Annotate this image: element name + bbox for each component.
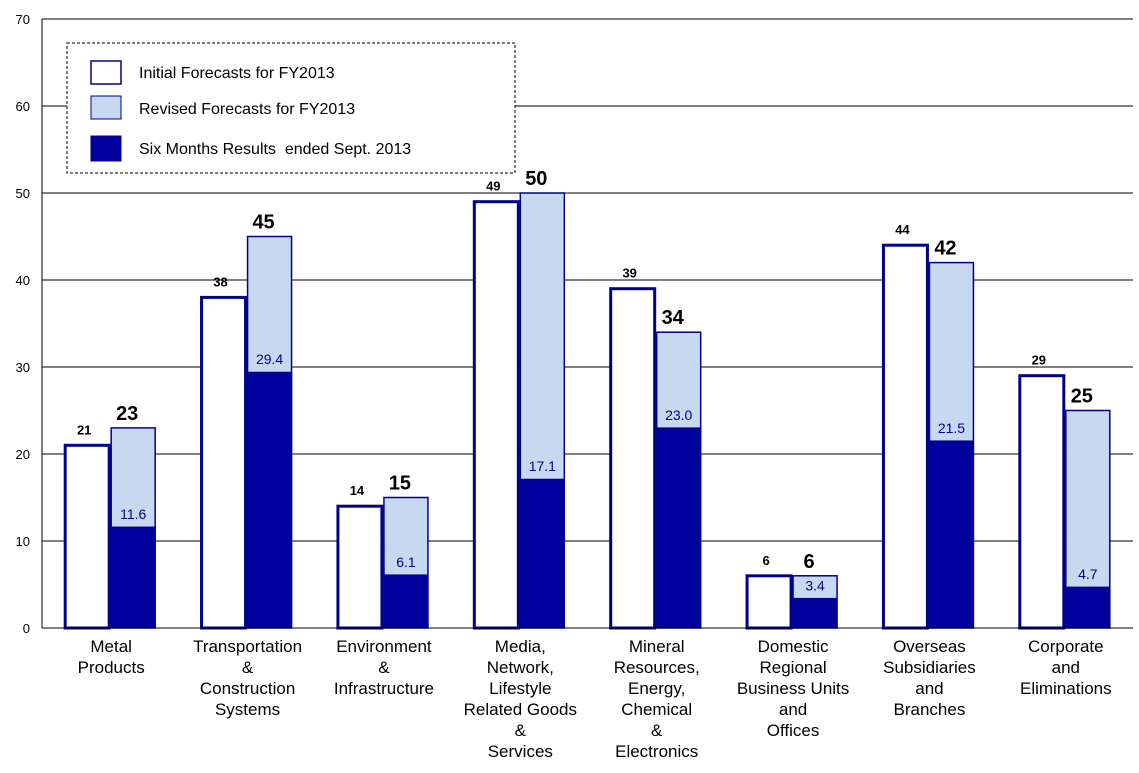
data-label-six-months-2: 6.1 (396, 554, 416, 570)
data-label-six-months-1: 29.4 (256, 351, 283, 367)
data-label-initial-0: 21 (77, 422, 91, 437)
data-label-revised-0: 23 (116, 403, 138, 425)
category-label-1-2: Construction (200, 679, 295, 698)
category-label-0-1: Products (78, 658, 145, 677)
data-label-six-months-5: 3.4 (805, 577, 825, 593)
category-label-6-2: and (915, 679, 943, 698)
legend: Initial Forecasts for FY2013 Revised For… (66, 42, 516, 174)
category-label-3-5: Services (488, 742, 553, 761)
bar-initial-6 (881, 243, 929, 630)
category-label-3-4: & (515, 721, 527, 740)
bar-six-months-0 (110, 526, 156, 629)
bar-six-months-5 (792, 597, 838, 629)
category-label-5-2: Business Units (737, 679, 849, 698)
data-label-six-months-6: 21.5 (938, 420, 965, 436)
category-label-1-1: & (242, 658, 254, 677)
data-label-revised-4: 34 (662, 307, 685, 329)
bar-initial-4 (609, 287, 657, 630)
data-label-revised-2: 15 (389, 473, 411, 495)
data-label-initial-3: 49 (486, 179, 500, 194)
data-label-revised-5: 6 (804, 551, 815, 573)
data-label-revised-1: 45 (252, 212, 274, 234)
data-label-revised-3: 50 (525, 168, 547, 190)
bar-initial-0 (63, 443, 111, 630)
category-label-5-1: Regional (760, 658, 827, 677)
data-label-initial-1: 38 (213, 274, 227, 289)
y-tick-label-60: 60 (16, 99, 30, 114)
data-label-six-months-3: 17.1 (529, 458, 556, 474)
category-label-3-3: Related Goods (464, 700, 577, 719)
bar-initial-7 (1018, 374, 1066, 630)
category-label-3-1: Network, (487, 658, 554, 677)
category-label-2-1: & (378, 658, 390, 677)
legend-swatch-initial (90, 60, 122, 85)
y-tick-label-40: 40 (16, 273, 30, 288)
y-tick-label-50: 50 (16, 186, 30, 201)
data-label-initial-6: 44 (895, 222, 910, 237)
bar-six-months-3 (519, 478, 565, 629)
category-label-6-1: Subsidiaries (883, 658, 976, 677)
bar-initial-2 (336, 504, 384, 630)
legend-label-revised: Revised Forecasts for FY2013 (139, 101, 355, 118)
category-label-5-0: Domestic (758, 637, 829, 656)
y-tick-label-0: 0 (23, 621, 30, 636)
bar-initial-3 (472, 200, 520, 630)
legend-label-initial: Initial Forecasts for FY2013 (139, 65, 335, 82)
y-tick-label-10: 10 (16, 534, 30, 549)
bar-six-months-6 (928, 440, 974, 629)
bar-six-months-1 (247, 371, 293, 629)
category-label-7-1: and (1052, 658, 1080, 677)
y-tick-label-70: 70 (16, 12, 30, 27)
category-label-1-3: Systems (215, 700, 280, 719)
category-label-6-0: Overseas (893, 637, 966, 656)
legend-label-six-months: Six Months Results ended Sept. 2013 (139, 141, 411, 158)
category-label-4-2: Energy, (628, 679, 685, 698)
data-label-initial-4: 39 (622, 266, 636, 281)
category-label-7-2: Eliminations (1020, 679, 1112, 698)
data-labels: 21 23 11.6 38 45 29.4 14 15 6.1 49 50 17.1 39 34 23.0 6… (77, 168, 1098, 593)
category-label-1-0: Transportation (193, 637, 302, 656)
data-label-six-months-7: 4.7 (1078, 566, 1098, 582)
bar-initial-1 (200, 295, 248, 630)
data-label-six-months-4: 23.0 (665, 407, 692, 423)
bar-six-months-2 (383, 574, 429, 629)
category-label-6-3: Branches (894, 700, 966, 719)
legend-swatch-revised (90, 95, 122, 120)
bar-initial-5 (745, 574, 793, 630)
category-label-2-0: Environment (336, 637, 432, 656)
category-label-4-4: & (651, 721, 663, 740)
legend-frame (66, 42, 516, 174)
x-axis-categories: Metal Products Transportation & Construction… (78, 637, 1112, 761)
category-label-5-3: and (779, 700, 807, 719)
legend-swatch-six-months (90, 135, 122, 162)
category-label-0-0: Metal (90, 637, 132, 656)
category-label-4-1: Resources, (614, 658, 700, 677)
category-label-3-2: Lifestyle (489, 679, 551, 698)
y-tick-label-20: 20 (16, 447, 30, 462)
category-label-7-0: Corporate (1028, 637, 1104, 656)
category-label-5-4: Offices (767, 721, 820, 740)
data-label-revised-7: 25 (1071, 386, 1093, 408)
bars (42, 192, 1133, 630)
data-label-initial-5: 6 (762, 553, 769, 568)
y-tick-label-30: 30 (16, 360, 30, 375)
data-label-six-months-0: 11.6 (120, 506, 146, 522)
category-label-4-3: Chemical (621, 700, 692, 719)
data-label-initial-2: 14 (350, 483, 365, 498)
bar-six-months-4 (656, 427, 702, 629)
category-label-3-0: Media, (495, 637, 546, 656)
bar-six-months-7 (1065, 586, 1111, 629)
category-label-4-5: Electronics (615, 742, 698, 761)
y-axis-ticks: 0 10 20 30 40 50 60 70 (16, 12, 30, 636)
data-label-initial-7: 29 (1032, 353, 1046, 368)
category-label-2-2: Infrastructure (334, 679, 434, 698)
data-label-revised-6: 42 (934, 238, 956, 260)
category-label-4-0: Mineral (629, 637, 685, 656)
